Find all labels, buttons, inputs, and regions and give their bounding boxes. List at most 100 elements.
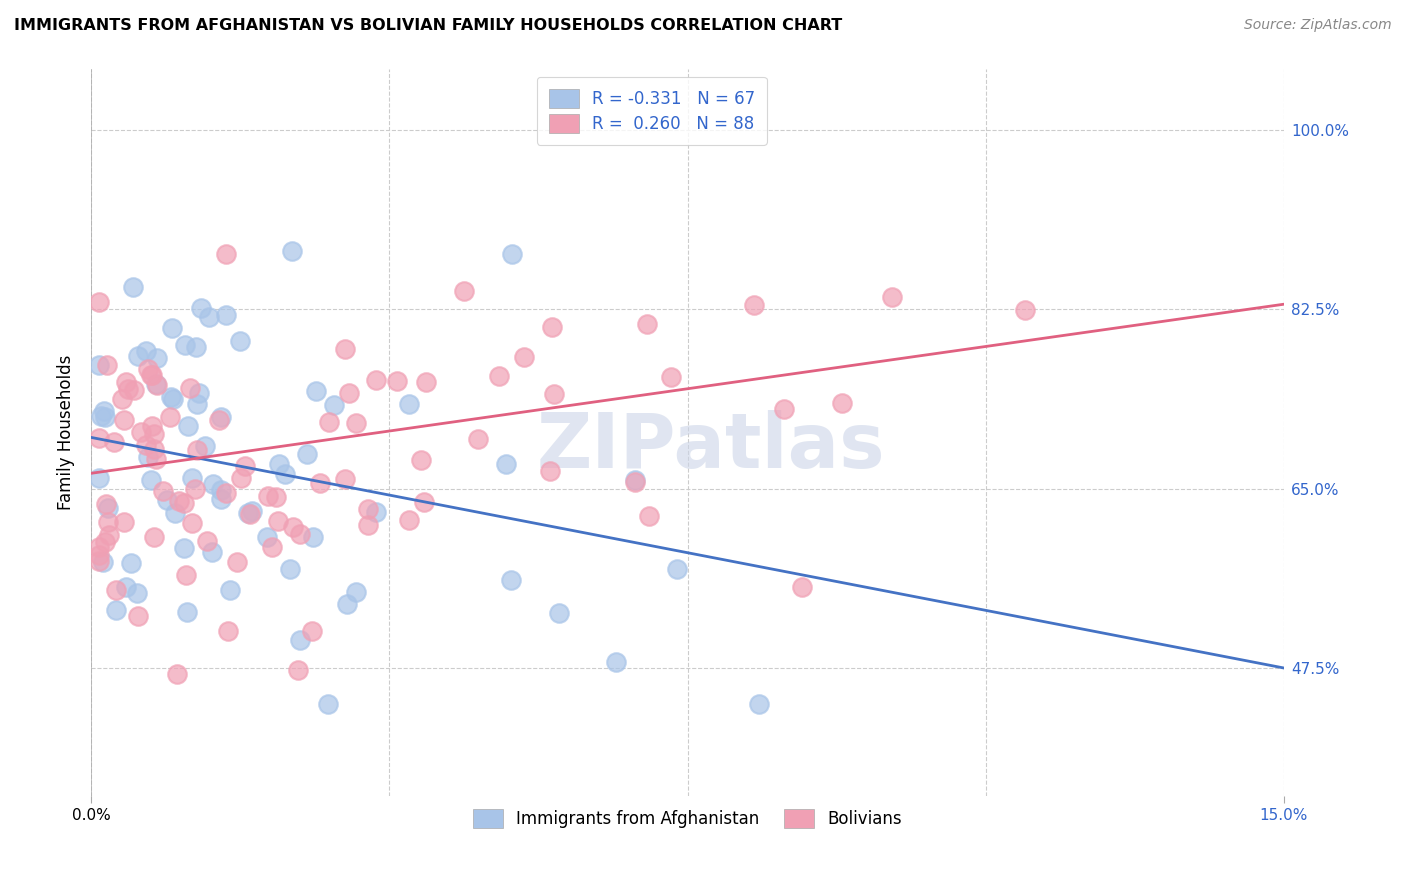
Point: [117, 382, 139, 396]
Point: [301, 624, 323, 639]
Point: [174, 337, 197, 351]
Point: [87, 358, 110, 372]
Point: [398, 513, 420, 527]
Point: [145, 451, 167, 466]
Point: [145, 377, 167, 392]
Point: [543, 387, 565, 401]
Point: [173, 541, 195, 555]
Point: [195, 534, 218, 549]
Point: [467, 432, 489, 446]
Point: [201, 476, 224, 491]
Point: [127, 609, 149, 624]
Point: [499, 573, 522, 587]
Point: [366, 373, 388, 387]
Point: [288, 632, 311, 647]
Point: [344, 417, 367, 431]
Point: [103, 434, 125, 449]
Point: [142, 426, 165, 441]
Point: [112, 515, 135, 529]
Point: [831, 396, 853, 410]
Point: [186, 340, 208, 354]
Point: [262, 540, 284, 554]
Point: [267, 514, 290, 528]
Point: [181, 470, 204, 484]
Point: [287, 663, 309, 677]
Point: [488, 368, 510, 383]
Point: [141, 368, 163, 382]
Point: [97, 515, 120, 529]
Point: [105, 603, 128, 617]
Point: [302, 530, 325, 544]
Point: [318, 415, 340, 429]
Point: [111, 392, 134, 407]
Point: [136, 450, 159, 465]
Point: [624, 475, 647, 489]
Point: [344, 585, 367, 599]
Point: [190, 301, 212, 316]
Point: [201, 545, 224, 559]
Point: [333, 342, 356, 356]
Point: [93, 534, 115, 549]
Point: [239, 507, 262, 521]
Point: [156, 492, 179, 507]
Point: [152, 484, 174, 499]
Point: [139, 473, 162, 487]
Point: [297, 447, 319, 461]
Point: [209, 410, 232, 425]
Point: [90, 409, 112, 424]
Point: [538, 464, 561, 478]
Point: [135, 344, 157, 359]
Point: [605, 655, 627, 669]
Point: [495, 457, 517, 471]
Point: [638, 508, 661, 523]
Point: [290, 527, 312, 541]
Point: [238, 507, 260, 521]
Point: [336, 598, 359, 612]
Point: [541, 320, 564, 334]
Text: Source: ZipAtlas.com: Source: ZipAtlas.com: [1244, 18, 1392, 32]
Point: [748, 697, 770, 711]
Point: [548, 606, 571, 620]
Point: [173, 496, 195, 510]
Point: [160, 320, 183, 334]
Point: [94, 409, 117, 424]
Point: [166, 667, 188, 681]
Point: [214, 486, 236, 500]
Point: [87, 554, 110, 568]
Point: [87, 470, 110, 484]
Point: [87, 549, 110, 563]
Point: [385, 374, 408, 388]
Point: [174, 568, 197, 582]
Point: [167, 494, 190, 508]
Point: [323, 397, 346, 411]
Point: [179, 381, 201, 395]
Point: [412, 494, 434, 508]
Point: [97, 500, 120, 515]
Point: [122, 280, 145, 294]
Point: [624, 474, 647, 488]
Legend: Immigrants from Afghanistan, Bolivians: Immigrants from Afghanistan, Bolivians: [465, 803, 908, 835]
Point: [209, 483, 232, 497]
Point: [233, 459, 256, 474]
Point: [773, 401, 796, 416]
Point: [636, 317, 658, 331]
Point: [278, 562, 301, 576]
Point: [208, 413, 231, 427]
Point: [316, 697, 339, 711]
Point: [91, 555, 114, 569]
Point: [742, 298, 765, 312]
Point: [160, 390, 183, 404]
Point: [666, 562, 689, 576]
Point: [281, 244, 304, 259]
Y-axis label: Family Households: Family Households: [58, 355, 75, 510]
Point: [176, 605, 198, 619]
Point: [198, 310, 221, 325]
Point: [87, 540, 110, 554]
Point: [273, 467, 295, 482]
Point: [135, 438, 157, 452]
Point: [398, 397, 420, 411]
Text: ZIPatlas: ZIPatlas: [537, 409, 886, 483]
Text: IMMIGRANTS FROM AFGHANISTAN VS BOLIVIAN FAMILY HOUSEHOLDS CORRELATION CHART: IMMIGRANTS FROM AFGHANISTAN VS BOLIVIAN …: [14, 18, 842, 33]
Point: [186, 443, 208, 458]
Point: [267, 457, 290, 471]
